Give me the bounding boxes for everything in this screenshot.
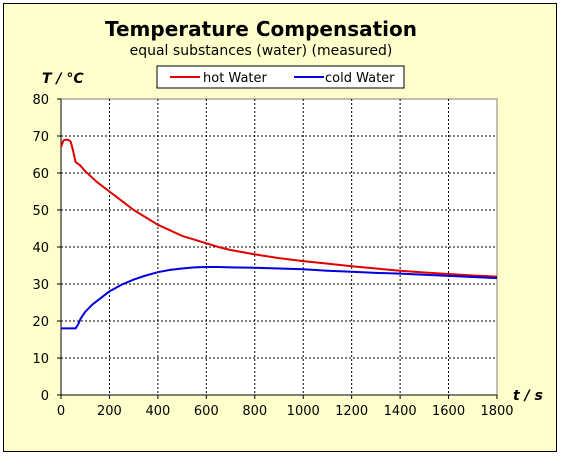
x-tick-label: 1600 — [432, 404, 465, 419]
y-tick-label: 30 — [32, 278, 49, 293]
x-tick-label: 600 — [194, 404, 219, 419]
x-tick-label: 400 — [145, 404, 170, 419]
y-tick-label: 60 — [32, 167, 49, 182]
x-axis-ticks: 0 200 400 600 800 1000 1200 1400 1600 1800 — [57, 395, 514, 419]
y-tick-label: 40 — [32, 241, 49, 256]
grid — [60, 99, 497, 396]
x-axis-label: t / s — [513, 388, 543, 404]
y-tick-label: 10 — [32, 352, 49, 367]
y-tick-label: 20 — [32, 315, 49, 330]
series-group — [60, 138, 498, 330]
chart-subtitle: equal substances (water) (measured) — [130, 43, 393, 59]
y-tick-label: 50 — [32, 204, 49, 219]
y-tick-label: 80 — [32, 93, 49, 108]
x-tick-label: 0 — [57, 404, 65, 419]
x-tick-label: 1400 — [384, 404, 417, 419]
series-line-cold-water — [61, 266, 498, 330]
x-tick-label: 200 — [97, 404, 122, 419]
legend-label-hot-water: hot Water — [203, 71, 268, 86]
y-axis-label: T / °C — [42, 71, 84, 87]
x-tick-label: 1800 — [480, 404, 513, 419]
y-tick-label: 70 — [32, 130, 49, 145]
x-tick-label: 800 — [242, 404, 267, 419]
chart-title: Temperature Compensation — [105, 17, 417, 41]
y-tick-label: 0 — [41, 389, 49, 404]
y-axis-ticks: 0 10 20 30 40 50 60 70 80 — [32, 93, 61, 404]
x-tick-label: 1200 — [335, 404, 368, 419]
series-line-hot-water — [60, 138, 498, 278]
x-tick-label: 1000 — [287, 404, 320, 419]
legend: hot Water cold Water — [156, 65, 405, 89]
legend-box — [156, 65, 405, 89]
legend-label-cold-water: cold Water — [325, 71, 395, 86]
